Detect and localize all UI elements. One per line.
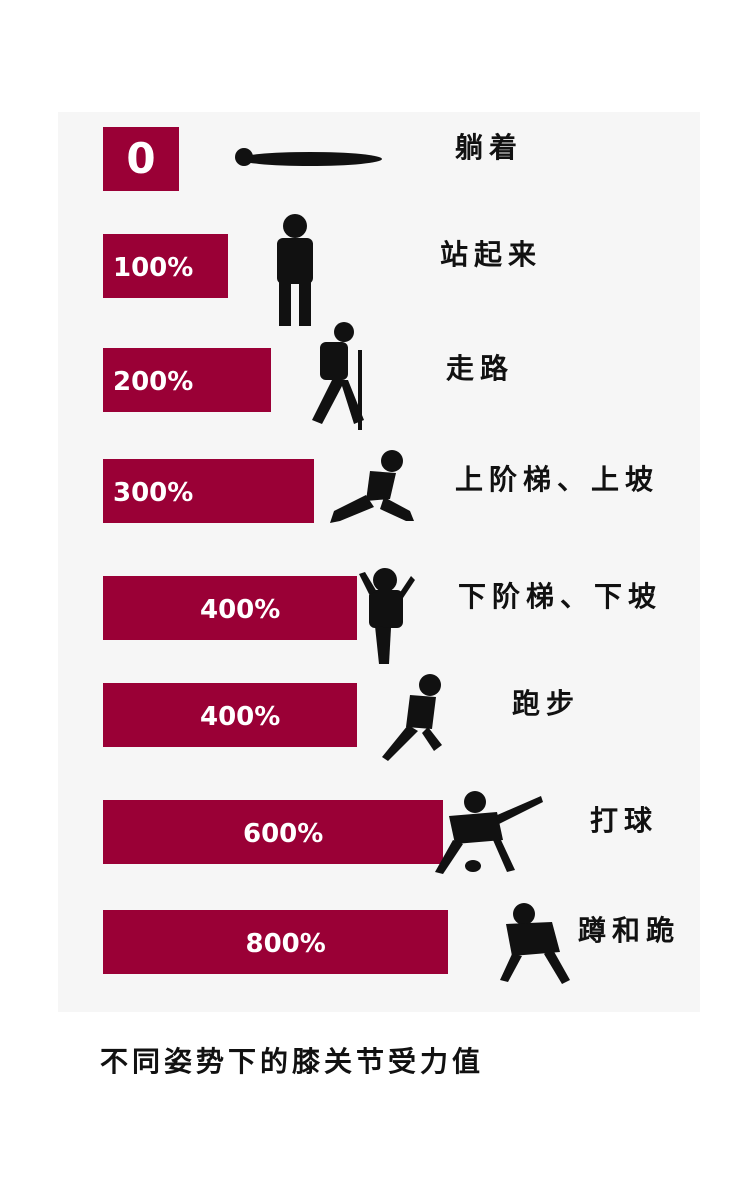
bar-value-label-5: 400%: [200, 702, 280, 732]
bar-value-label-0: 0: [126, 134, 155, 183]
squatting-figure-icon: [500, 903, 570, 984]
running-figure-icon: [382, 674, 442, 761]
descending-figure-icon: [359, 568, 415, 664]
posture-label-7: 蹲和跪: [578, 914, 680, 947]
bar-1: [103, 234, 228, 298]
bar-value-label-2: 200%: [113, 367, 193, 397]
posture-label-5: 跑步: [512, 687, 580, 720]
posture-label-6: 打球: [590, 804, 658, 837]
posture-label-0: 躺着: [455, 131, 523, 164]
posture-label-4: 下阶梯、下坡: [458, 580, 662, 613]
walking-figure-icon: [312, 322, 364, 430]
bar-5: [103, 683, 357, 747]
climbing-up-figure-icon: [330, 450, 414, 523]
bar-6: [103, 800, 443, 864]
bar-value-label-4: 400%: [200, 595, 280, 625]
bar-0: [103, 127, 179, 191]
chart-title: 不同姿势下的膝关节受力值: [100, 1045, 485, 1078]
bar-value-label-7: 800%: [246, 929, 326, 959]
playing-ball-figure-icon: [435, 791, 543, 874]
standing-figure-icon: [277, 214, 313, 326]
posture-label-1: 站起来: [440, 238, 542, 271]
bar-7: [103, 910, 448, 974]
posture-label-3: 上阶梯、上坡: [455, 463, 659, 496]
bar-value-label-1: 100%: [113, 253, 193, 283]
bar-4: [103, 576, 357, 640]
lying-figure-icon: [235, 148, 382, 166]
bar-3: [103, 459, 314, 523]
bar-value-label-3: 300%: [113, 478, 193, 508]
bar-2: [103, 348, 271, 412]
bar-value-label-6: 600%: [243, 819, 323, 849]
posture-label-2: 走路: [446, 352, 514, 385]
